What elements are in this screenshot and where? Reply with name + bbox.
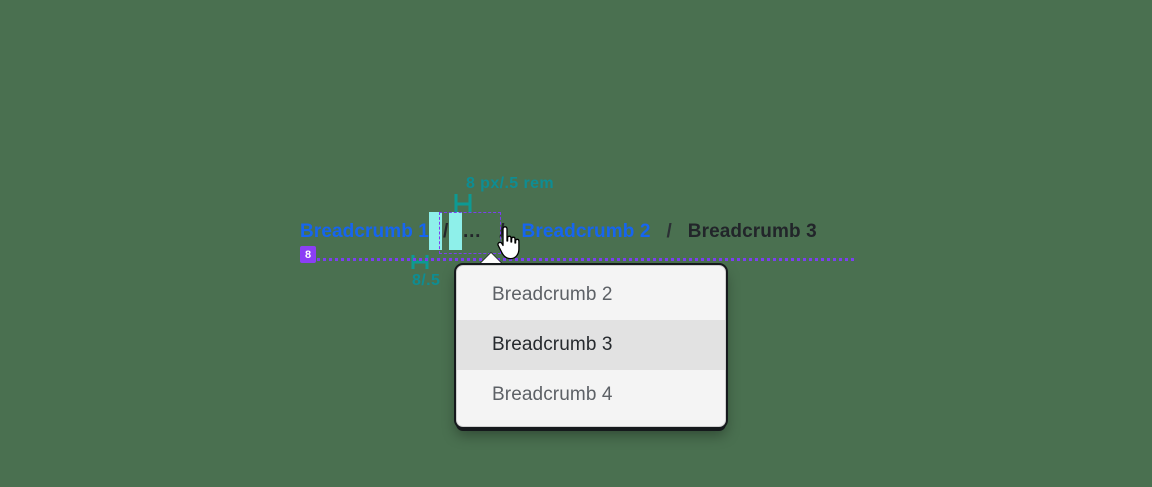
breadcrumb-item-1[interactable]: Breadcrumb 1: [300, 220, 429, 242]
breadcrumb: Breadcrumb 1 / … / Breadcrumb 2 / Breadc…: [300, 212, 817, 250]
baseline-size-badge: 8: [300, 246, 316, 263]
measure-bracket-bottom-icon: [411, 255, 429, 269]
menu-item-breadcrumb-2[interactable]: Breadcrumb 2: [492, 284, 613, 305]
measure-bracket-top-icon: [454, 194, 472, 213]
menu-item-breadcrumb-3[interactable]: Breadcrumb 3: [457, 320, 725, 370]
breadcrumb-separator-1: /: [442, 220, 449, 242]
breadcrumb-item-2[interactable]: Breadcrumb 2: [521, 220, 651, 242]
baseline-guide: [306, 258, 854, 261]
menu-item-breadcrumb-4[interactable]: Breadcrumb 4: [492, 384, 613, 405]
breadcrumb-overflow-menu: Breadcrumb 2 Breadcrumb 3 Breadcrumb 4: [456, 265, 726, 427]
breadcrumb-separator-2: /: [499, 220, 505, 242]
spacing-measure-label-bottom: 8/.5: [412, 272, 441, 289]
breadcrumb-overflow-toggle[interactable]: …: [462, 220, 483, 242]
spacing-highlight-right: [449, 212, 463, 250]
spacing-measure-label-top: 8 px/.5 rem: [466, 175, 555, 192]
breadcrumb-item-3-current: Breadcrumb 3: [687, 220, 817, 242]
breadcrumb-separator-3: /: [666, 220, 672, 242]
spacing-highlight-left: [428, 212, 442, 250]
